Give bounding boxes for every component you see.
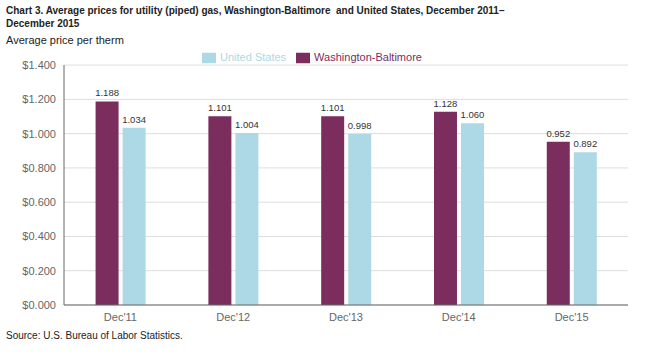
html-text:Chart 3. Average prices for ut: Chart 3. Average prices for utility (pip… — [6, 5, 505, 29]
svg-text:$0.200: $0.200 — [22, 265, 56, 277]
svg-text:$0.600: $0.600 — [22, 196, 56, 208]
html-text:United States: United States — [220, 51, 287, 63]
svg-text:$1.000: $1.000 — [22, 128, 56, 140]
svg-text:$0.400: $0.400 — [22, 230, 56, 242]
svg-text:1.188: 1.188 — [95, 87, 119, 98]
svg-text:1.004: 1.004 — [235, 119, 259, 130]
svg-text:Dec'14: Dec'14 — [442, 311, 476, 323]
svg-text:Dec'12: Dec'12 — [216, 311, 250, 323]
svg-text:1.034: 1.034 — [122, 114, 146, 125]
svg-text:0.952: 0.952 — [546, 128, 570, 139]
svg-text:0.998: 0.998 — [348, 120, 372, 131]
svg-text:$1.400: $1.400 — [22, 59, 56, 71]
svg-text:1.128: 1.128 — [434, 98, 458, 109]
svg-text:Dec'15: Dec'15 — [555, 311, 589, 323]
svg-text:$0.000: $0.000 — [22, 299, 56, 311]
svg-text:1.060: 1.060 — [461, 109, 485, 120]
svg-text:Dec'11: Dec'11 — [104, 311, 137, 323]
svg-text:1.101: 1.101 — [208, 102, 232, 113]
svg-text:Dec'13: Dec'13 — [329, 311, 363, 323]
svg-text:1.101: 1.101 — [321, 102, 345, 113]
svg-text:$1.200: $1.200 — [22, 93, 56, 105]
svg-text:$0.800: $0.800 — [22, 162, 56, 174]
html-text:Source: U.S. Bureau of Labor S: Source: U.S. Bureau of Labor Statistics. — [6, 330, 183, 341]
html-text:Average price per therm: Average price per therm — [6, 34, 124, 46]
html-text:Washington-Baltimore: Washington-Baltimore — [314, 51, 422, 63]
svg-text:0.892: 0.892 — [573, 138, 597, 149]
